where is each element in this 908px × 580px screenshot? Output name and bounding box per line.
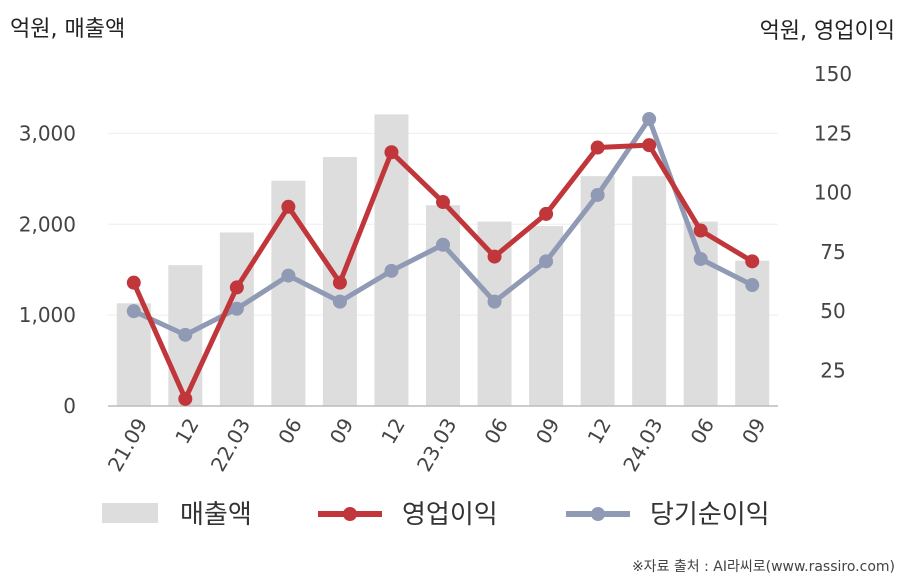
bar-revenue xyxy=(632,176,667,406)
x-tick-label: 12 xyxy=(170,414,204,448)
left-tick-label: 3,000 xyxy=(19,121,76,145)
x-tick-label: 09 xyxy=(737,414,771,448)
right-axis-unit: 억원, 영업이익 xyxy=(760,19,895,44)
point-operating-profit xyxy=(332,275,347,290)
right-axis-ticks: 25 50 75 100 125 150 xyxy=(814,62,852,382)
right-tick-label: 125 xyxy=(814,121,852,145)
bar-revenue xyxy=(271,180,306,406)
bar-revenue xyxy=(580,176,615,406)
point-net-income xyxy=(126,304,141,319)
point-operating-profit xyxy=(642,138,657,153)
bar-revenue xyxy=(116,303,151,406)
revenue-bars xyxy=(116,114,770,406)
point-operating-profit xyxy=(590,140,605,155)
x-tick-label: 21.09 xyxy=(103,414,152,476)
legend-label-operating-profit: 영업이익 xyxy=(402,500,498,530)
left-tick-label: 2,000 xyxy=(19,212,76,236)
x-tick-label: 12 xyxy=(376,414,410,448)
point-operating-profit xyxy=(539,206,554,221)
legend-label-revenue: 매출액 xyxy=(180,500,252,530)
point-net-income xyxy=(229,301,244,316)
bar-revenue xyxy=(683,221,718,406)
x-tick-label: 09 xyxy=(531,414,565,448)
legend: 매출액 영업이익 당기순이익 xyxy=(102,500,770,530)
x-tick-label: 06 xyxy=(273,414,307,448)
point-net-income xyxy=(693,251,708,266)
x-tick-label: 09 xyxy=(325,414,359,448)
point-operating-profit xyxy=(229,280,244,295)
left-tick-label: 1,000 xyxy=(19,303,76,327)
left-tick-label: 0 xyxy=(63,394,76,418)
legend-swatch-revenue xyxy=(102,503,158,523)
left-axis-unit: 억원, 매출액 xyxy=(10,17,125,42)
point-net-income xyxy=(642,112,657,127)
right-tick-label: 50 xyxy=(820,299,845,323)
legend-item-operating-profit: 영업이익 xyxy=(318,500,498,530)
point-net-income xyxy=(539,254,554,269)
point-net-income xyxy=(281,268,296,283)
x-tick-label: 22.03 xyxy=(206,414,255,476)
right-tick-label: 100 xyxy=(814,181,852,205)
legend-item-revenue: 매출액 xyxy=(102,500,252,530)
legend-marker-operating-profit xyxy=(343,507,357,521)
point-operating-profit xyxy=(178,391,193,406)
bar-revenue xyxy=(426,205,460,406)
x-tick-label: 12 xyxy=(582,414,616,448)
legend-item-net-income: 당기순이익 xyxy=(566,500,770,530)
point-net-income xyxy=(332,294,347,309)
point-operating-profit xyxy=(487,249,502,264)
point-net-income xyxy=(590,187,605,202)
right-tick-label: 25 xyxy=(820,358,845,382)
left-axis-ticks: 0 1,000 2,000 3,000 xyxy=(19,121,76,418)
x-tick-label: 06 xyxy=(479,414,513,448)
right-tick-label: 75 xyxy=(820,240,845,264)
point-operating-profit xyxy=(281,199,296,214)
source-note: ※자료 출처 : AI라씨로(www.rassiro.com) xyxy=(632,559,895,575)
x-tick-label: 24.03 xyxy=(618,414,667,476)
point-operating-profit xyxy=(436,195,450,210)
point-operating-profit xyxy=(693,223,708,238)
point-operating-profit xyxy=(384,145,399,160)
x-tick-label: 23.03 xyxy=(412,414,461,476)
right-tick-label: 150 xyxy=(814,62,852,86)
x-axis-ticks: 21.09 12 22.03 06 09 12 23.03 06 09 12 24.03 06 09 xyxy=(103,414,771,476)
legend-marker-net-income xyxy=(591,507,605,521)
point-net-income xyxy=(178,327,193,342)
x-tick-label: 06 xyxy=(686,414,720,448)
point-operating-profit xyxy=(745,254,760,269)
point-net-income xyxy=(436,237,450,252)
point-operating-profit xyxy=(126,275,141,290)
bar-revenue xyxy=(529,226,564,406)
point-net-income xyxy=(745,278,760,293)
bar-revenue xyxy=(219,232,254,406)
legend-label-net-income: 당기순이익 xyxy=(650,500,770,530)
point-net-income xyxy=(384,263,399,278)
point-net-income xyxy=(487,294,502,309)
profit-lines xyxy=(126,112,760,406)
